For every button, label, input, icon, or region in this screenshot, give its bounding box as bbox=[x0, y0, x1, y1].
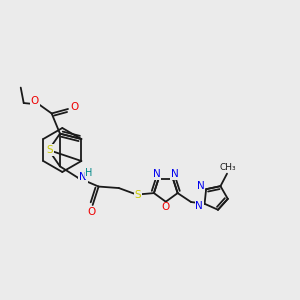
Text: O: O bbox=[31, 96, 39, 106]
Text: N: N bbox=[79, 172, 87, 182]
Text: CH₃: CH₃ bbox=[219, 163, 236, 172]
Text: O: O bbox=[70, 103, 79, 112]
Text: H: H bbox=[85, 169, 93, 178]
Text: S: S bbox=[134, 190, 141, 200]
Text: N: N bbox=[195, 201, 203, 211]
Text: O: O bbox=[87, 206, 95, 217]
Text: N: N bbox=[171, 169, 179, 179]
Text: N: N bbox=[153, 169, 160, 179]
Text: N: N bbox=[197, 181, 205, 191]
Text: O: O bbox=[162, 202, 170, 212]
Text: S: S bbox=[47, 145, 53, 155]
